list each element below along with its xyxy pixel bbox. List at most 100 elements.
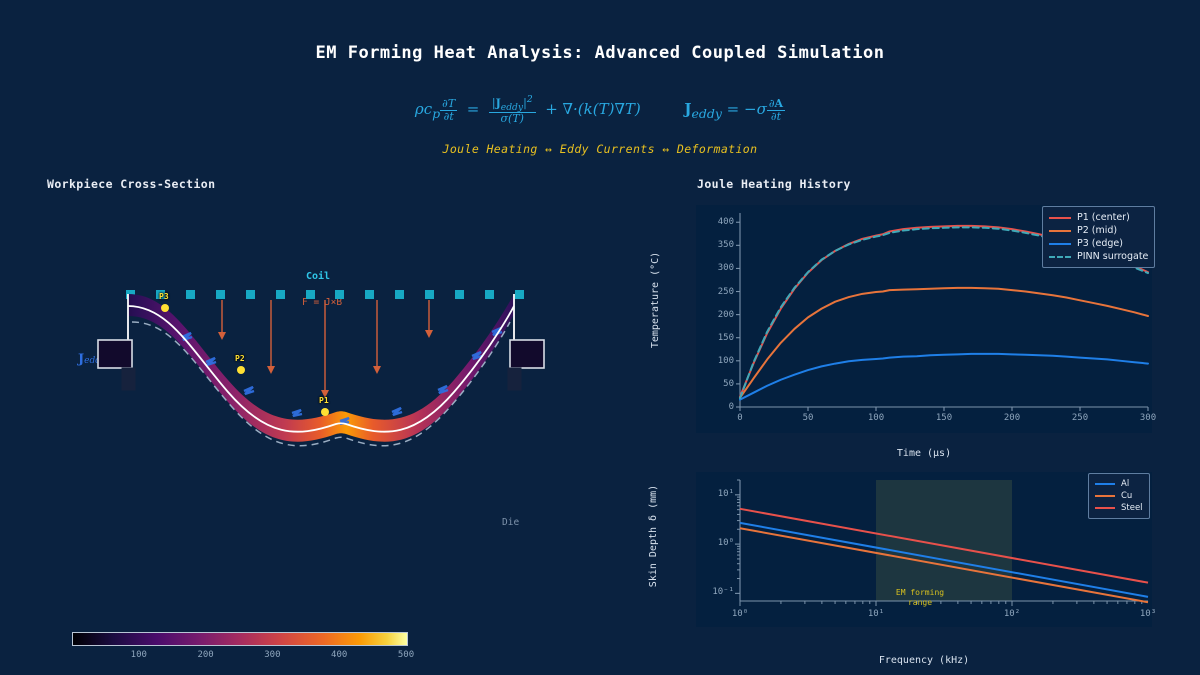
series-al (739, 521, 1149, 598)
legend-item[interactable]: PINN surrogate (1049, 250, 1148, 263)
ytick: 300 (717, 263, 734, 274)
force-arrow (267, 300, 275, 374)
force-arrow (373, 300, 381, 374)
colorbar-tick: 500 (397, 650, 415, 660)
coil-element (395, 290, 405, 299)
series-p3-edge- (739, 352, 1149, 401)
colorbar-tick: 400 (331, 650, 348, 660)
deformed-outline (127, 305, 515, 433)
temperature-colorbar (72, 632, 408, 646)
legend-label: Al (1121, 479, 1130, 489)
legend-swatch (1049, 242, 1071, 245)
legend-label: Cu (1121, 491, 1133, 501)
legend-swatch (1095, 507, 1115, 509)
coil-element (485, 290, 495, 299)
legend-label: P2 (mid) (1077, 225, 1118, 236)
force-arrow (321, 300, 329, 398)
die-reference-line (131, 321, 511, 447)
coil-element (365, 290, 375, 299)
annotation-line: EM forming (895, 588, 945, 597)
eddy-current-label-sub: eddy (84, 356, 107, 366)
coil-element (455, 290, 465, 299)
temperature-chart-ylabel: Temperature (°C) (650, 251, 661, 349)
legend-item[interactable]: P2 (mid) (1049, 224, 1148, 237)
skin-depth-chart-legend[interactable]: Al Cu Steel (1088, 473, 1150, 519)
xtick: 10² (1003, 609, 1021, 619)
colorbar-tick: 100 (130, 650, 147, 660)
left-clamp-block (97, 339, 136, 391)
ytick: 200 (717, 309, 734, 320)
probe-marker-p2[interactable] (237, 366, 245, 374)
equation-eddy-current: Jeddy = −σ ∂A ∂t (684, 96, 786, 123)
legend-label: PINN surrogate (1077, 251, 1149, 262)
legend-item[interactable]: P3 (edge) (1049, 237, 1148, 250)
coil-element (275, 290, 285, 299)
coil-label: Coil (306, 271, 331, 282)
temperature-chart-legend[interactable]: P1 (center) P2 (mid) P3 (edge) PINN surroga… (1042, 206, 1156, 268)
force-arrow (218, 300, 226, 340)
colorbar-tick: 200 (197, 650, 214, 660)
series-p2-mid- (739, 286, 1149, 399)
legend-item[interactable]: Al (1095, 478, 1143, 490)
ytick: 10¹ (717, 488, 734, 499)
xtick: 0 (737, 413, 743, 423)
legend-label: P3 (edge) (1077, 238, 1123, 249)
annotation-line: range (907, 598, 933, 607)
colorbar-tick: 300 (264, 650, 281, 660)
probe-label-p2: P2 (235, 354, 245, 363)
ytick: 400 (717, 217, 734, 228)
eddy-current-label-j: J (78, 352, 85, 367)
legend-swatch (1049, 255, 1071, 258)
force-arrow-group (218, 300, 433, 398)
xtick: 10¹ (867, 609, 885, 619)
skin-depth-chart-curves (735, 479, 1149, 606)
temperature-chart-title: Joule Heating History (697, 177, 851, 191)
coil-element (425, 290, 435, 299)
xtick: 100 (867, 413, 885, 423)
probe-label-p1: P1 (319, 396, 329, 405)
xtick: 10⁰ (731, 609, 749, 619)
legend-swatch (1095, 483, 1115, 485)
xtick: 300 (1139, 413, 1157, 423)
workpiece-cross-section-diagram (97, 294, 545, 447)
coil-element (215, 290, 225, 299)
skin-depth-chart-ylabel: Skin Depth δ (mm) (648, 484, 659, 588)
ytick: 250 (717, 286, 734, 297)
governing-equations: ρcp ∂T ∂t = |Jeddy|2 σ(T) + ∇·(k(T)∇T) J… (0, 95, 1200, 125)
coupling-chain: Joule Heating ↔ Eddy Currents ↔ Deformat… (442, 142, 758, 156)
probe-marker-p1[interactable] (321, 408, 329, 416)
right-clamp-block (507, 339, 545, 391)
skin-depth-chart-xlabel: Frequency (kHz) (878, 655, 970, 666)
coil-element (305, 290, 315, 299)
xtick: 10³ (1139, 609, 1157, 619)
legend-swatch (1049, 216, 1071, 219)
legend-item[interactable]: Cu (1095, 490, 1143, 502)
temperature-chart-xlabel: Time (μs) (896, 448, 952, 459)
coil-element (155, 290, 165, 299)
probe-marker-p3[interactable] (161, 304, 169, 312)
ytick: 10⁻¹ (712, 587, 734, 598)
legend-swatch (1049, 229, 1071, 232)
force-arrow (425, 300, 433, 338)
legend-label: Steel (1121, 503, 1143, 513)
em-forming-range-annotation: EM forming range (878, 588, 962, 608)
ytick: 100 (717, 355, 734, 366)
xtick: 50 (802, 413, 814, 423)
xtick: 150 (935, 413, 953, 423)
force-label: F = J×B (302, 297, 343, 308)
coil-element (245, 290, 255, 299)
coil-element (515, 290, 524, 299)
ytick: 350 (717, 240, 734, 251)
em-forming-range-band (876, 480, 1012, 601)
series-steel (739, 507, 1149, 584)
legend-item[interactable]: P1 (center) (1049, 211, 1148, 224)
eddy-current-label: Jeddy (78, 352, 106, 367)
workpiece-panel-title: Workpiece Cross-Section (47, 177, 216, 191)
page-title: EM Forming Heat Analysis: Advanced Coupl… (315, 43, 885, 63)
coil-element (185, 290, 195, 299)
equation-joule-heat: ρcp ∂T ∂t = |Jeddy|2 σ(T) + ∇·(k(T)∇T) (414, 94, 646, 126)
ytick: 0 (728, 402, 734, 412)
coil-element (335, 290, 345, 299)
legend-item[interactable]: Steel (1095, 502, 1143, 514)
